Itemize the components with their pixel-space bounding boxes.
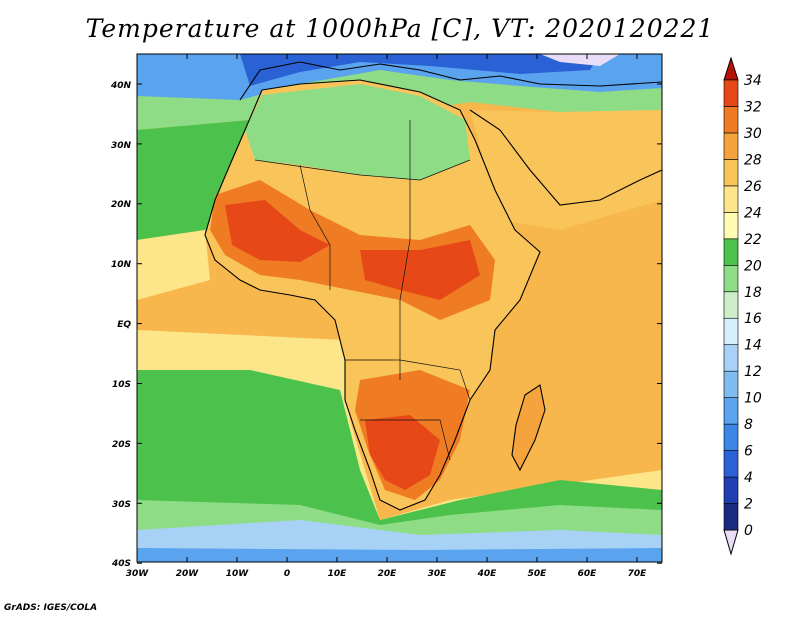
colorbar-swatch [723, 423, 739, 451]
colorbar-swatch [723, 79, 739, 107]
arabia-warm [470, 110, 662, 230]
colorbar-label: 24 [744, 205, 762, 221]
africa-coastline [204, 79, 541, 511]
madagascar [512, 385, 545, 470]
colorbar-label: 18 [744, 285, 762, 301]
colorbar-swatch [723, 238, 739, 266]
colorbar-swatch [723, 212, 739, 240]
lon-label: 40E [477, 569, 498, 579]
lon-label: 20E [378, 569, 398, 579]
lat-label: 20N [111, 200, 132, 210]
lon-label: 30W [126, 569, 150, 579]
colorbar-swatch [723, 291, 739, 319]
lat-label: 30S [112, 500, 131, 510]
colorbar-label: 28 [744, 152, 762, 168]
lat-label: 30N [111, 141, 132, 151]
lat-label: 40S [111, 559, 131, 569]
colorbar-swatch [723, 344, 739, 372]
colorbar-over-triangle [723, 56, 739, 81]
colorbar-label: 30 [744, 126, 762, 142]
colorbar-swatch [723, 370, 739, 398]
colorbar-label: 8 [744, 417, 753, 433]
temperature-map [137, 54, 662, 562]
colorbar-swatch [723, 106, 739, 134]
country-border-c [399, 120, 411, 380]
country-border-b [299, 164, 331, 290]
lon-labels: 30W 20W 10W 0 10E 20E 30E 40E 50E 60E 70… [126, 569, 647, 579]
colorbar-swatch [723, 159, 739, 187]
footer-credit: GrADS: IGES/COLA [4, 603, 98, 613]
lat-label: 10S [112, 380, 131, 390]
colorbar-label: 2 [744, 497, 753, 513]
colorbar-label: 6 [744, 444, 753, 460]
central-hot [360, 240, 480, 300]
lat-label: 40N [110, 81, 132, 91]
coastlines [204, 61, 662, 511]
lon-label: 0 [284, 569, 290, 579]
country-border-d [345, 359, 471, 401]
sahel-hottest [225, 200, 330, 262]
colorbar-swatch [723, 476, 739, 504]
lon-label: 10E [328, 569, 348, 579]
colorbar-label: 4 [744, 470, 753, 486]
colorbar-swatch [723, 503, 739, 531]
colorbar-under-triangle [723, 529, 739, 556]
europe-cold [240, 54, 600, 86]
country-border-e [360, 419, 451, 461]
colorbar-label: 20 [744, 258, 762, 274]
lat-label: 20S [112, 440, 131, 450]
colorbar-swatch [723, 397, 739, 425]
colorbar-label: 14 [744, 338, 762, 354]
europe-coastline [239, 61, 662, 101]
lon-label: 70E [628, 569, 648, 579]
madagascar-coastline [511, 384, 546, 472]
colorbar-label: 34 [744, 73, 762, 89]
lat-label: 10N [111, 260, 132, 270]
colorbar-swatch [723, 185, 739, 213]
colorbar-label: 22 [744, 232, 762, 248]
axis-ticks [136, 54, 662, 564]
kalahari-hottest [365, 415, 440, 490]
country-border-a [254, 159, 471, 181]
colorbar-label: 32 [744, 99, 762, 115]
colorbar-label: 16 [744, 311, 762, 327]
arabia-coastline [469, 109, 662, 206]
arctic-region [540, 54, 620, 66]
map-frame [136, 53, 663, 563]
colorbar-swatch [723, 132, 739, 160]
colorbar-swatch [723, 317, 739, 346]
sahara-cool [245, 84, 470, 180]
plot-title: Temperature at 1000hPa [C], VT: 20201202… [85, 14, 715, 43]
colorbar-swatch [723, 450, 739, 478]
lon-label: 60E [578, 569, 598, 579]
lon-label: 20W [176, 569, 200, 579]
lon-label: 30E [428, 569, 448, 579]
southern-ocean-blue [137, 548, 662, 562]
lat-label: EQ [117, 320, 131, 330]
atlantic-yellow [137, 230, 210, 300]
lon-label: 10W [226, 569, 250, 579]
colorbar-label: 10 [744, 391, 762, 407]
lon-label: 50E [528, 569, 548, 579]
colorbar-swatch [723, 264, 739, 293]
colorbar-label: 12 [744, 364, 762, 380]
lat-labels: 40N 30N 20N 10N EQ 10S 20S 30S 40S [110, 81, 132, 569]
colorbar-label: 26 [744, 179, 762, 195]
colorbar-label: 0 [744, 523, 753, 539]
